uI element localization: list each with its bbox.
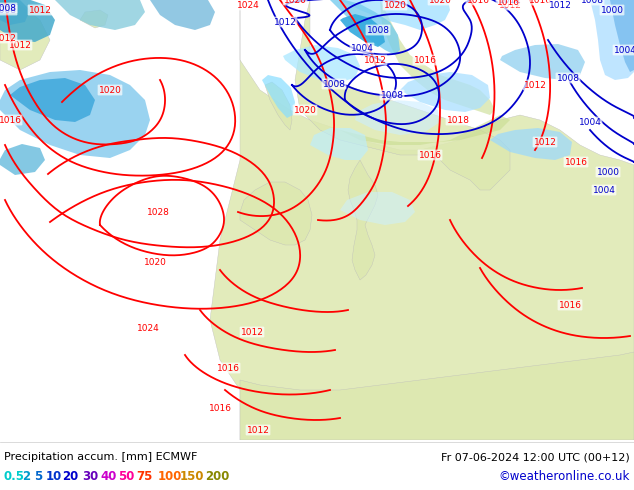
- Polygon shape: [500, 44, 585, 80]
- Text: 1020: 1020: [283, 0, 306, 4]
- Polygon shape: [262, 75, 295, 118]
- Text: 1016: 1016: [496, 0, 519, 6]
- Text: 1016: 1016: [216, 364, 240, 372]
- Text: 5: 5: [34, 469, 42, 483]
- Text: 1008: 1008: [380, 91, 403, 99]
- Text: 1012: 1012: [273, 18, 297, 26]
- Polygon shape: [210, 0, 634, 440]
- Text: 1008: 1008: [323, 79, 346, 89]
- Text: 1016: 1016: [0, 116, 22, 124]
- Text: 100: 100: [158, 469, 183, 483]
- Text: 1012: 1012: [534, 138, 557, 147]
- Polygon shape: [55, 0, 145, 30]
- Text: 1012: 1012: [363, 55, 387, 65]
- Polygon shape: [0, 0, 30, 25]
- Text: 1004: 1004: [614, 46, 634, 54]
- Text: 1016: 1016: [413, 55, 436, 65]
- Polygon shape: [348, 160, 378, 280]
- Text: 1008: 1008: [0, 3, 16, 13]
- Text: 0.5: 0.5: [4, 469, 25, 483]
- Polygon shape: [330, 0, 400, 55]
- Text: 50: 50: [118, 469, 134, 483]
- Polygon shape: [380, 0, 495, 115]
- Text: 10: 10: [46, 469, 62, 483]
- Text: 1016: 1016: [467, 0, 489, 4]
- Text: 40: 40: [100, 469, 117, 483]
- Text: 1016: 1016: [559, 300, 581, 310]
- Polygon shape: [340, 192, 415, 225]
- Text: 1024: 1024: [236, 0, 259, 9]
- Text: 1008: 1008: [581, 0, 604, 4]
- Text: 1020: 1020: [384, 0, 406, 9]
- Polygon shape: [610, 0, 634, 72]
- Text: 1028: 1028: [146, 207, 169, 217]
- Text: 1016: 1016: [209, 403, 231, 413]
- Polygon shape: [340, 0, 450, 30]
- Polygon shape: [340, 14, 385, 47]
- Text: 1016: 1016: [418, 150, 441, 160]
- Polygon shape: [400, 72, 490, 112]
- Polygon shape: [0, 144, 45, 175]
- Polygon shape: [0, 0, 50, 70]
- Text: 1008: 1008: [366, 25, 389, 34]
- Text: 1016: 1016: [564, 157, 588, 167]
- Polygon shape: [265, 82, 292, 130]
- Text: 200: 200: [205, 469, 230, 483]
- Text: 1020: 1020: [143, 258, 167, 267]
- Polygon shape: [355, 100, 440, 135]
- Text: 1012: 1012: [9, 41, 32, 49]
- Text: Fr 07-06-2024 12:00 UTC (00+12): Fr 07-06-2024 12:00 UTC (00+12): [441, 452, 630, 462]
- Text: 1020: 1020: [98, 85, 122, 95]
- Polygon shape: [10, 78, 95, 122]
- Polygon shape: [340, 115, 510, 145]
- Text: 1004: 1004: [351, 44, 373, 52]
- Text: 1024: 1024: [136, 323, 159, 333]
- Text: 1012: 1012: [498, 0, 521, 9]
- Text: 20: 20: [62, 469, 78, 483]
- Text: 1012: 1012: [0, 33, 16, 43]
- Text: 1018: 1018: [446, 116, 470, 124]
- Text: 1008: 1008: [557, 74, 579, 82]
- Text: Precipitation accum. [mm] ECMWF: Precipitation accum. [mm] ECMWF: [4, 452, 197, 462]
- Polygon shape: [590, 0, 634, 80]
- Text: 1016: 1016: [529, 0, 552, 4]
- Text: 1004: 1004: [593, 186, 616, 195]
- Text: 1012: 1012: [524, 80, 547, 90]
- Polygon shape: [150, 0, 215, 30]
- Polygon shape: [0, 70, 150, 158]
- Text: 30: 30: [82, 469, 98, 483]
- Polygon shape: [310, 128, 368, 160]
- Text: 1000: 1000: [597, 168, 619, 176]
- Text: 1012: 1012: [247, 425, 269, 435]
- Polygon shape: [240, 182, 312, 245]
- Text: 150: 150: [180, 469, 205, 483]
- Text: 1012: 1012: [548, 0, 571, 9]
- Text: 1008: 1008: [0, 5, 16, 15]
- Polygon shape: [295, 0, 510, 190]
- Polygon shape: [490, 128, 572, 160]
- Polygon shape: [283, 45, 360, 82]
- Text: 1012: 1012: [29, 5, 51, 15]
- Polygon shape: [0, 0, 55, 42]
- Text: 1000: 1000: [600, 5, 623, 15]
- Text: 1004: 1004: [579, 118, 602, 126]
- Text: 1020: 1020: [294, 105, 316, 115]
- Polygon shape: [80, 10, 108, 28]
- Polygon shape: [240, 352, 634, 440]
- Text: 2: 2: [22, 469, 30, 483]
- Text: 1012: 1012: [498, 0, 521, 4]
- Text: 75: 75: [136, 469, 152, 483]
- Text: 1012: 1012: [240, 327, 264, 337]
- Text: ©weatheronline.co.uk: ©weatheronline.co.uk: [498, 469, 630, 483]
- Text: 1020: 1020: [429, 0, 451, 4]
